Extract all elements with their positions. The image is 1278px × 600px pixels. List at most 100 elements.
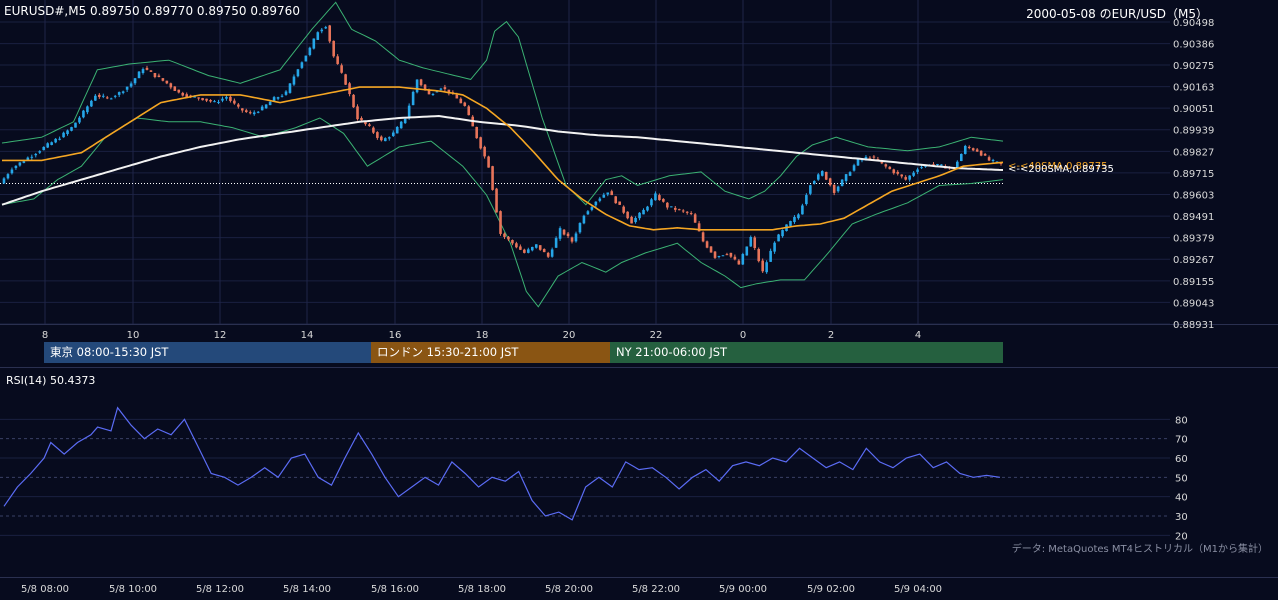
candle-body	[395, 126, 399, 134]
candle-body	[642, 209, 645, 215]
candle-body	[419, 79, 423, 86]
time-tick-label: 20	[563, 330, 576, 341]
candle-body	[749, 236, 753, 247]
candle-body	[820, 171, 824, 176]
rsi-title: RSI(14) 50.4373	[6, 374, 96, 387]
candle-body	[733, 256, 737, 260]
candle-body	[975, 149, 979, 152]
candle-body	[248, 112, 252, 114]
candle-body	[550, 249, 554, 257]
candle-body	[320, 29, 324, 32]
rsi-tick-label: 60	[1175, 454, 1188, 465]
candle-body	[463, 102, 467, 106]
price-tick-label: 0.90498	[1173, 18, 1214, 29]
candle-body	[650, 199, 653, 206]
rsi-tick-label: 40	[1175, 493, 1188, 504]
candle-body	[753, 237, 757, 249]
bollinger-bands	[1, 1, 1004, 308]
bottom-time-label: 5/8 08:00	[20, 584, 70, 595]
candle-body	[761, 260, 764, 272]
candle-body	[916, 169, 919, 172]
bottom-time-label: 5/8 18:00	[457, 584, 507, 595]
candle-body	[344, 74, 347, 85]
candle-body	[34, 153, 38, 156]
candle-body	[523, 249, 526, 253]
candle-body	[54, 138, 57, 143]
candle-body	[141, 69, 145, 74]
candle-body	[70, 127, 73, 131]
candle-body	[38, 151, 42, 153]
candle-body	[241, 108, 244, 111]
candle-body	[888, 166, 892, 170]
time-tick-label: 2	[828, 330, 834, 341]
candle-body	[376, 132, 379, 138]
rsi-tick-label: 20	[1175, 531, 1188, 542]
candle-body	[610, 191, 614, 196]
candle-body	[673, 207, 677, 210]
candle-body	[622, 206, 625, 213]
rsi-tick-label: 70	[1175, 435, 1188, 446]
candle-body	[574, 233, 578, 242]
candle-body	[74, 122, 77, 128]
candle-body	[244, 110, 248, 113]
candle-body	[717, 256, 721, 258]
candle-body	[868, 157, 872, 159]
candle-body	[705, 241, 709, 248]
candle-body	[161, 78, 165, 81]
candle-body	[507, 236, 510, 240]
candle-body	[963, 145, 967, 154]
candle-body	[137, 71, 141, 79]
candle-body	[129, 83, 133, 87]
candle-body	[801, 205, 804, 215]
candle-body	[884, 164, 888, 167]
candle-body	[399, 121, 403, 129]
candle-body	[435, 91, 439, 93]
candle-body	[662, 198, 665, 202]
candle-body	[296, 69, 300, 77]
candle-body	[618, 201, 621, 205]
candle-body	[173, 86, 177, 91]
candle-body	[725, 254, 729, 256]
candle-body	[225, 96, 228, 99]
candle-body	[237, 104, 240, 107]
candle-body	[880, 161, 884, 164]
candle-body	[598, 198, 602, 201]
candle-body	[681, 210, 685, 212]
candle-body	[932, 164, 935, 166]
candle-body	[364, 121, 367, 125]
candle-body	[765, 262, 768, 273]
candle-body	[300, 62, 304, 68]
candle-body	[324, 27, 328, 29]
candle-body	[356, 106, 359, 120]
time-tick-label: 12	[214, 330, 227, 341]
bottom-time-label: 5/8 20:00	[544, 584, 594, 595]
candle-body	[805, 195, 808, 205]
candle-body	[566, 233, 570, 237]
candle-body	[527, 249, 530, 253]
candle-body	[816, 174, 820, 180]
candle-body	[431, 94, 435, 96]
candle-body	[967, 146, 971, 149]
candle-body	[793, 216, 796, 223]
candle-body	[101, 95, 105, 97]
candle-body	[530, 246, 534, 251]
candle-body	[483, 146, 486, 157]
candle-body	[86, 106, 89, 113]
candle-body	[713, 251, 717, 258]
candle-body	[809, 185, 812, 194]
candle-body	[979, 150, 983, 156]
candle-body	[387, 137, 391, 139]
candle-body	[515, 243, 518, 248]
candle-body	[824, 171, 828, 180]
sma200-label: <-<200SMA,0.89735	[1008, 164, 1114, 175]
candle-body	[217, 101, 220, 103]
price-tick-label: 0.89827	[1173, 147, 1214, 158]
candle-body	[205, 98, 208, 101]
candle-body	[920, 167, 923, 169]
candle-body	[284, 91, 288, 95]
candle-body	[538, 245, 542, 250]
sma40-line	[2, 86, 1004, 231]
session-ny: NY 21:00-06:00 JST	[610, 342, 1003, 363]
candle-body	[336, 56, 339, 64]
candle-body	[562, 229, 566, 235]
